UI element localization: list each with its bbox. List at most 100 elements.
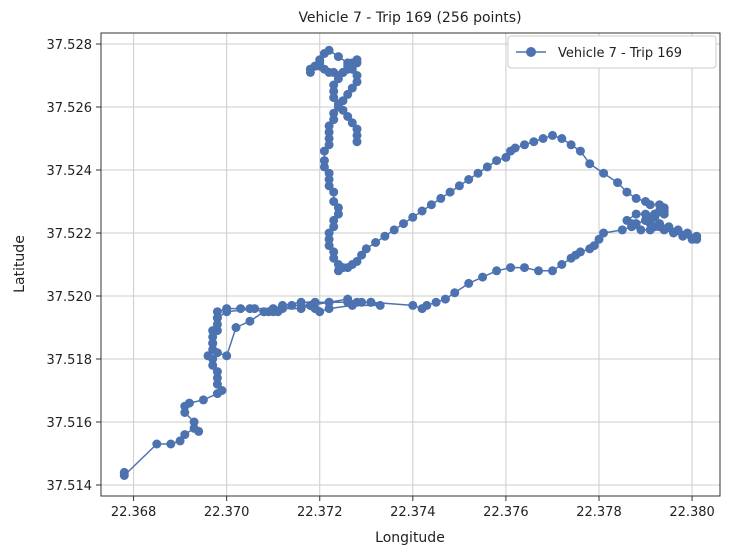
data-point bbox=[338, 67, 348, 77]
data-point bbox=[324, 181, 334, 191]
data-point bbox=[329, 93, 339, 103]
data-point bbox=[296, 304, 306, 314]
data-point bbox=[208, 360, 218, 370]
data-point bbox=[389, 225, 399, 235]
data-point bbox=[506, 146, 516, 156]
data-point bbox=[333, 99, 343, 109]
data-point bbox=[566, 140, 576, 150]
x-tick-label: 22.372 bbox=[297, 505, 343, 520]
data-point bbox=[231, 323, 241, 332]
data-point bbox=[464, 278, 474, 288]
y-tick-label: 37.516 bbox=[47, 416, 93, 431]
data-point bbox=[245, 316, 255, 326]
y-tick-label: 37.526 bbox=[47, 101, 93, 116]
data-point bbox=[287, 300, 297, 310]
data-point bbox=[678, 231, 688, 241]
x-tick-label: 22.374 bbox=[390, 505, 436, 520]
data-point bbox=[464, 175, 474, 184]
data-point bbox=[217, 386, 227, 395]
y-tick-label: 37.522 bbox=[47, 227, 93, 242]
data-point bbox=[324, 140, 334, 150]
data-point bbox=[557, 260, 567, 269]
data-point bbox=[343, 112, 353, 121]
plot-frame bbox=[100, 32, 721, 497]
data-point bbox=[319, 49, 329, 58]
data-point bbox=[184, 398, 194, 408]
data-point bbox=[361, 244, 371, 254]
data-point bbox=[329, 215, 339, 225]
data-point bbox=[212, 313, 222, 323]
data-point bbox=[212, 373, 222, 383]
legend-marker-swatch bbox=[526, 47, 536, 57]
data-point bbox=[324, 134, 334, 143]
data-point bbox=[259, 307, 269, 317]
data-point bbox=[329, 247, 339, 257]
data-point bbox=[454, 181, 464, 191]
data-point bbox=[343, 89, 353, 99]
data-point bbox=[534, 266, 543, 276]
data-point bbox=[431, 297, 441, 307]
data-point bbox=[222, 307, 232, 317]
data-point bbox=[375, 300, 385, 310]
data-point bbox=[548, 130, 557, 140]
x-tick-label: 22.376 bbox=[483, 505, 529, 520]
x-axis-label: Longitude bbox=[375, 530, 445, 546]
data-point bbox=[333, 74, 343, 84]
data-point bbox=[180, 430, 190, 440]
data-point bbox=[212, 367, 222, 377]
data-point bbox=[222, 351, 232, 361]
data-point bbox=[492, 156, 502, 166]
data-point bbox=[357, 250, 367, 260]
data-point bbox=[119, 471, 129, 480]
data-point bbox=[208, 338, 218, 348]
data-point bbox=[617, 225, 627, 235]
data-point bbox=[347, 83, 357, 93]
data-point bbox=[329, 187, 339, 197]
data-point bbox=[371, 238, 381, 247]
data-point bbox=[408, 300, 418, 310]
x-tick-label: 22.370 bbox=[204, 505, 250, 520]
data-point bbox=[296, 297, 306, 307]
data-point bbox=[594, 234, 604, 244]
data-point bbox=[687, 234, 697, 244]
data-point bbox=[529, 137, 539, 147]
legend: Vehicle 7 - Trip 169 bbox=[507, 35, 717, 69]
data-point bbox=[352, 297, 362, 307]
data-point bbox=[655, 200, 664, 210]
data-point bbox=[631, 193, 641, 203]
data-point bbox=[631, 219, 641, 229]
legend-label: Vehicle 7 - Trip 169 bbox=[558, 46, 682, 61]
data-point bbox=[631, 209, 641, 219]
data-point bbox=[329, 108, 339, 118]
data-point bbox=[352, 124, 362, 134]
data-point bbox=[324, 121, 334, 131]
data-point bbox=[548, 266, 557, 276]
data-point bbox=[333, 203, 343, 213]
data-point bbox=[236, 304, 246, 314]
data-point bbox=[450, 288, 460, 298]
data-point bbox=[333, 209, 343, 219]
data-point bbox=[208, 326, 218, 336]
data-point bbox=[482, 162, 492, 172]
data-point bbox=[310, 297, 320, 307]
data-point bbox=[366, 297, 376, 307]
data-point bbox=[324, 168, 334, 178]
data-point bbox=[152, 439, 162, 449]
data-point bbox=[352, 137, 362, 147]
data-point bbox=[319, 162, 329, 172]
data-point bbox=[329, 253, 339, 263]
y-tick-label: 37.518 bbox=[47, 353, 93, 368]
data-point bbox=[329, 115, 339, 125]
data-point bbox=[333, 260, 343, 269]
data-point bbox=[575, 247, 585, 257]
data-point bbox=[329, 197, 339, 206]
data-point bbox=[557, 134, 567, 143]
legend-box bbox=[507, 35, 717, 69]
data-point bbox=[655, 222, 664, 232]
y-tick-label: 37.514 bbox=[47, 479, 93, 494]
series-points-layer bbox=[119, 45, 702, 480]
data-point bbox=[212, 348, 222, 358]
data-point bbox=[589, 241, 599, 251]
data-point bbox=[599, 228, 609, 238]
data-point bbox=[478, 272, 488, 282]
